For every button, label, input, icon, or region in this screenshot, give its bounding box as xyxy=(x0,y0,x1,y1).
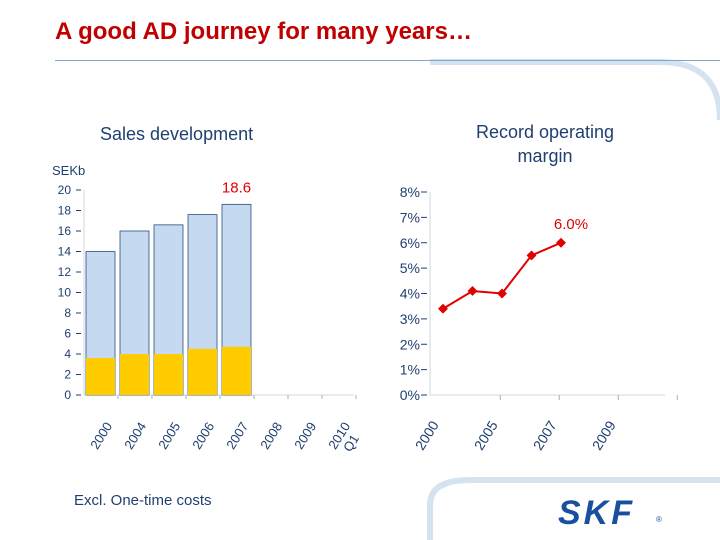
bar-y-tick-label: 14 xyxy=(58,245,72,259)
line-y-tick-label: 3% xyxy=(400,311,420,327)
line-x-tick-label: 2007 xyxy=(530,418,560,453)
line-y-tick-label: 5% xyxy=(400,260,420,276)
line-x-tick-label: 2000 xyxy=(412,418,442,453)
margin-data-point xyxy=(497,288,507,299)
slide-title: A good AD journey for many years… xyxy=(55,18,472,45)
margin-data-point xyxy=(467,286,478,296)
line-y-tick-label: 4% xyxy=(400,286,420,302)
bar-x-tick-label: 2010Q1 xyxy=(325,419,365,459)
bar-lower-segment xyxy=(86,358,115,395)
line-y-tick-label: 1% xyxy=(400,362,420,378)
margin-data-point xyxy=(438,303,448,314)
bar-data-label: 18.6 xyxy=(222,179,251,196)
sales-chart-unit: SEKb xyxy=(52,163,86,178)
title-divider xyxy=(55,60,720,61)
bar-y-tick-label: 20 xyxy=(58,183,72,197)
margin-data-point xyxy=(526,250,537,261)
line-y-tick-label: 8% xyxy=(400,184,420,200)
bar-lower-segment xyxy=(120,354,149,395)
bar-y-tick-label: 18 xyxy=(58,204,72,218)
line-y-tick-label: 7% xyxy=(400,209,420,225)
bar-y-tick-label: 16 xyxy=(58,224,72,238)
bar-y-tick-label: 6 xyxy=(64,327,71,341)
bar-y-tick-label: 8 xyxy=(64,306,71,320)
line-y-tick-label: 6% xyxy=(400,235,420,251)
registered-mark: ® xyxy=(656,515,662,524)
line-x-tick-label: 2009 xyxy=(589,418,619,453)
margin-series-line xyxy=(442,241,562,310)
line-y-tick-label: 0% xyxy=(400,387,420,403)
margin-data-point xyxy=(556,237,566,248)
bar-y-tick-label: 2 xyxy=(64,368,71,382)
margin-chart-title: Record operating margin xyxy=(475,122,615,166)
footnote: Excl. One-time costs xyxy=(74,492,212,509)
bar-y-tick-label: 4 xyxy=(64,347,71,361)
bar-y-tick-label: 10 xyxy=(58,286,72,300)
line-y-tick-label: 2% xyxy=(400,336,420,352)
bar-lower-segment xyxy=(222,346,251,395)
bar-lower-segment xyxy=(188,348,217,395)
skf-logo: SKF xyxy=(558,494,635,532)
bar-lower-segment xyxy=(154,354,183,395)
sales-chart-title: Sales development xyxy=(100,124,254,144)
line-x-tick-label: 2005 xyxy=(471,418,501,453)
bar-y-tick-label: 12 xyxy=(58,265,72,279)
bar-y-tick-label: 0 xyxy=(64,388,71,402)
line-data-label: 6.0% xyxy=(554,216,588,233)
